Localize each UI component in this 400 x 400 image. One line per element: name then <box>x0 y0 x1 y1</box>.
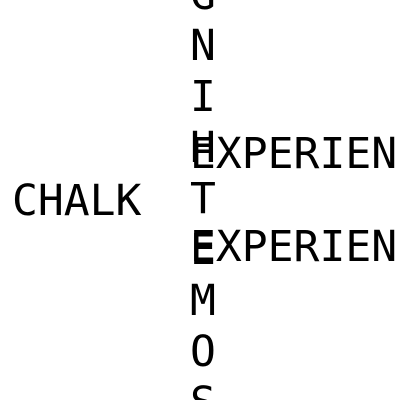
word-experien-top: EXPERIEN <box>190 129 398 179</box>
vertical-letter: N <box>190 21 216 71</box>
vertical-letter: G <box>190 0 216 17</box>
vertical-letter: M <box>190 276 216 326</box>
word-chalk: CHALK <box>12 176 142 226</box>
vertical-letter: T <box>190 174 216 224</box>
vertical-letter: I <box>190 72 216 122</box>
vertical-letter: E <box>190 225 216 275</box>
vertical-letter: H <box>190 123 216 173</box>
vertical-letter: S <box>190 382 216 400</box>
word-experien-bottom: EXPERIEN <box>190 222 398 272</box>
vertical-word-something: GNIHTEMOS <box>190 0 224 400</box>
vertical-letter: O <box>190 327 216 377</box>
